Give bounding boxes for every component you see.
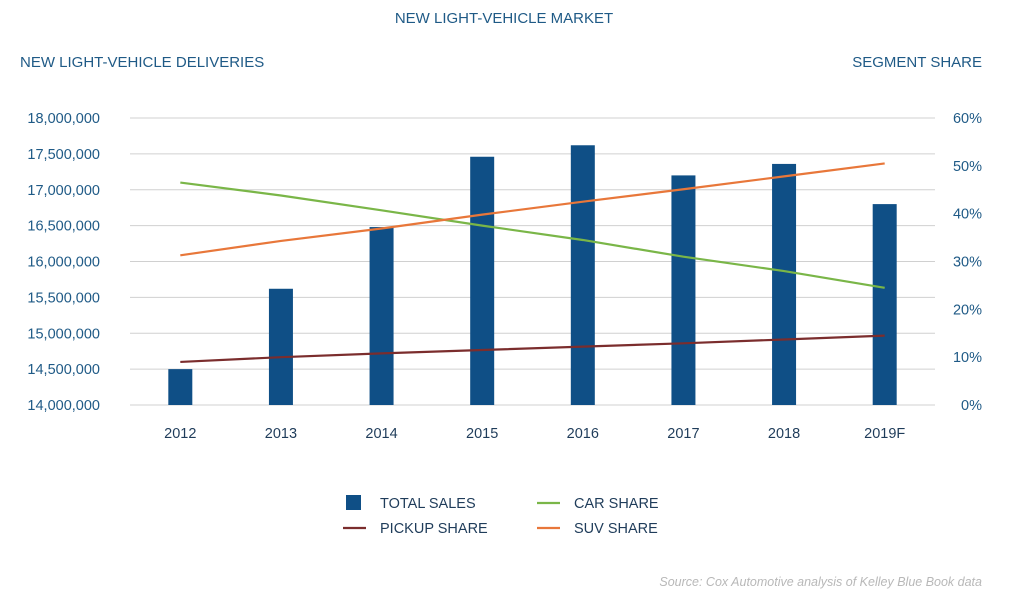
- x-axis-ticks: 2012 2013 2014 2015 2016 2017 2018 2019F: [164, 426, 905, 442]
- left-tick-label: 16,500,000: [27, 219, 100, 235]
- left-axis-title: NEW LIGHT-VEHICLE DELIVERIES: [20, 54, 264, 71]
- bar-series: [168, 145, 897, 405]
- left-tick-label: 15,000,000: [27, 326, 100, 342]
- left-tick-label: 17,000,000: [27, 183, 100, 199]
- x-tick-label: 2012: [164, 426, 196, 442]
- left-axis-ticks: 14,000,000 14,500,000 15,000,000 15,500,000…: [27, 111, 100, 414]
- line-suv-share: [180, 162, 885, 257]
- legend-label: PICKUP SHARE: [380, 521, 488, 537]
- right-tick-label: 40%: [953, 207, 982, 223]
- left-tick-label: 14,500,000: [27, 362, 100, 378]
- bar-total-sales-2018: [772, 163, 797, 405]
- legend-item-car-share: CAR SHARE: [537, 496, 659, 512]
- right-tick-label: 20%: [953, 302, 982, 318]
- chart-title: NEW LIGHT-VEHICLE MARKET: [395, 10, 613, 27]
- left-tick-label: 17,500,000: [27, 147, 100, 163]
- bar-total-sales-2016: [570, 145, 595, 405]
- right-tick-label: 50%: [953, 159, 982, 175]
- line-series: [180, 162, 885, 364]
- left-tick-label: 18,000,000: [27, 111, 100, 127]
- left-tick-label: 16,000,000: [27, 255, 100, 271]
- legend-item-pickup-share: PICKUP SHARE: [343, 521, 488, 537]
- legend-label: TOTAL SALES: [380, 496, 476, 512]
- legend: TOTAL SALES CAR SHARE PICKUP SHARE SUV SHAR…: [343, 495, 659, 537]
- source-note: Source: Cox Automotive analysis of Kelle…: [659, 575, 982, 589]
- right-tick-label: 60%: [953, 111, 982, 127]
- bar-total-sales-2017: [671, 175, 696, 405]
- legend-label: SUV SHARE: [574, 521, 658, 537]
- legend-item-total-sales: TOTAL SALES: [346, 495, 476, 512]
- legend-item-suv-share: SUV SHARE: [537, 521, 658, 537]
- x-tick-label: 2019F: [864, 426, 905, 442]
- legend-swatch: [346, 495, 361, 510]
- x-tick-label: 2013: [265, 426, 297, 442]
- right-tick-label: 10%: [953, 350, 982, 366]
- right-tick-label: 30%: [953, 255, 982, 271]
- legend-label: CAR SHARE: [574, 496, 659, 512]
- x-tick-label: 2015: [466, 426, 498, 442]
- left-tick-label: 14,000,000: [27, 398, 100, 414]
- x-tick-label: 2017: [667, 426, 699, 442]
- bar-total-sales-2013: [268, 288, 293, 405]
- left-tick-label: 15,500,000: [27, 290, 100, 306]
- bar-total-sales-2019F: [872, 204, 897, 405]
- right-tick-label: 0%: [961, 398, 982, 414]
- right-axis-ticks: 0% 10% 20% 30% 40% 50% 60%: [953, 111, 982, 414]
- x-tick-label: 2014: [365, 426, 397, 442]
- line-pickup-share: [180, 334, 885, 364]
- bar-total-sales-2015: [470, 156, 495, 405]
- line-car-share: [180, 181, 885, 289]
- right-axis-title: SEGMENT SHARE: [852, 54, 982, 71]
- gridlines: [130, 117, 935, 406]
- x-tick-label: 2016: [567, 426, 599, 442]
- x-tick-label: 2018: [768, 426, 800, 442]
- bar-total-sales-2012: [168, 369, 193, 405]
- bar-total-sales-2014: [369, 227, 394, 405]
